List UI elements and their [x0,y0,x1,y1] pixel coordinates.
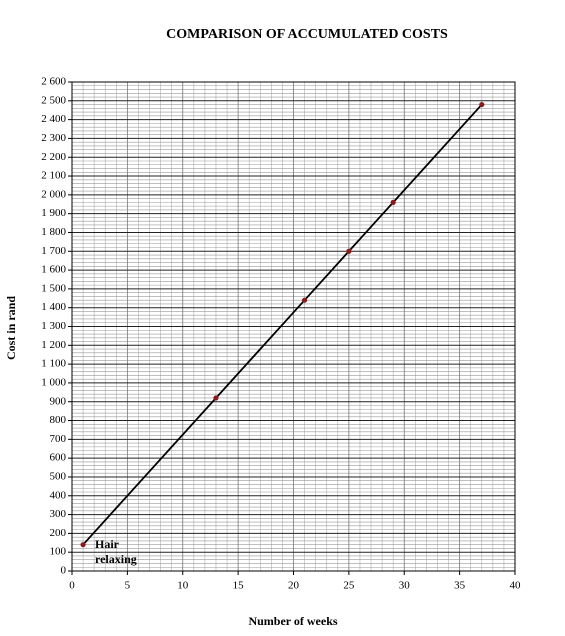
data-point [213,395,219,401]
y-tick-label: 1 200 [41,339,66,351]
y-tick-label: 100 [50,546,67,558]
series-line [82,103,483,546]
x-tick-label: 35 [454,580,466,592]
chart-title: COMPARISON OF ACCUMULATED COSTS [166,27,448,42]
data-point [390,199,396,205]
data-point [80,542,86,548]
x-tick-label: 15 [233,580,245,592]
y-tick-label: 800 [50,414,67,426]
y-tick-label: 300 [50,508,67,520]
x-tick-label: 10 [177,580,189,592]
y-tick-label: 1 300 [41,320,66,332]
y-tick-label: 1 000 [41,376,66,388]
y-tick-label: 0 [61,565,67,577]
y-tick-label: 600 [50,452,67,464]
y-tick-label: 200 [50,527,67,539]
x-tick-label: 5 [125,580,131,592]
y-tick-label: 2 500 [41,94,66,106]
data-point [301,297,308,303]
y-tick-label: 1 600 [41,264,66,276]
y-tick-label: 1 700 [41,245,66,257]
x-tick-label: 0 [69,580,75,592]
y-tick-label: 900 [50,395,67,407]
y-tick-label: 400 [50,489,67,501]
y-tick-label: 2 400 [41,113,66,125]
y-tick-label: 2 100 [41,170,66,182]
y-tick-label: 500 [50,470,67,482]
y-tick-label: 1 900 [41,207,66,219]
y-axis-label: Cost in rand [4,296,18,360]
y-tick-label: 700 [50,433,67,445]
y-tick-label: 1 100 [41,358,66,370]
y-tick-label: 2 200 [41,151,66,163]
x-tick-label: 30 [399,580,411,592]
x-tick-label: 25 [343,580,355,592]
y-tick-label: 2 300 [41,132,66,144]
y-tick-label: 1 800 [41,226,66,238]
y-tick-label: 1 400 [41,301,66,313]
x-tick-label: 20 [288,580,300,592]
y-tick-label: 2 600 [41,76,66,88]
x-axis-label: Number of weeks [248,614,337,628]
plot-frame [71,81,516,572]
data-point [346,248,352,254]
data-point [479,101,485,108]
x-tick-label: 40 [510,580,522,592]
y-tick-label: 2 000 [41,188,66,200]
annotation: Hair relaxing [95,537,137,566]
y-tick-label: 1 500 [41,282,66,294]
